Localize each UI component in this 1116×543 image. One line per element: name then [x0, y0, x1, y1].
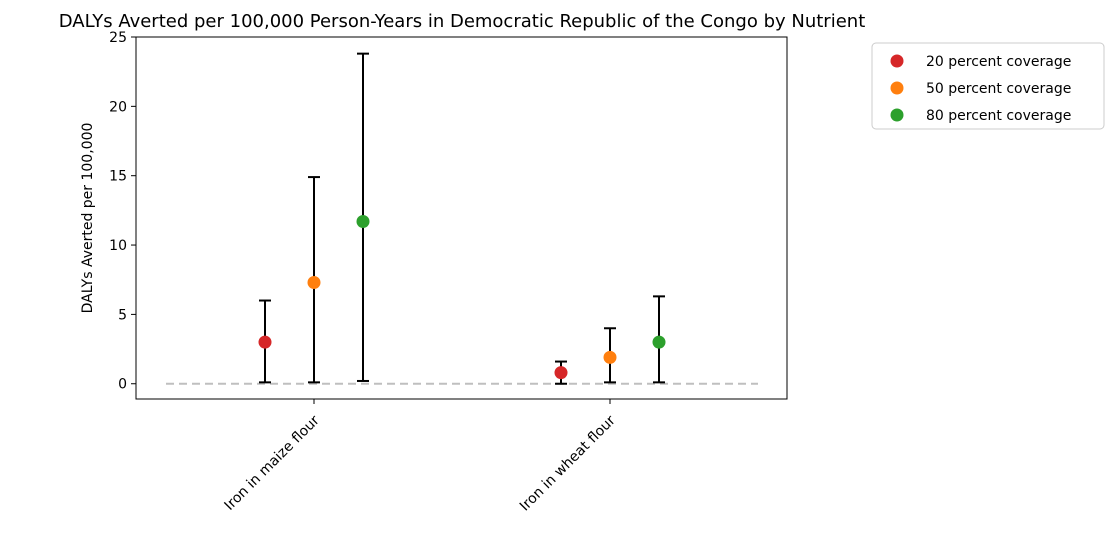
legend-label: 20 percent coverage	[926, 54, 1071, 70]
y-tick-label: 5	[118, 307, 127, 323]
data-point	[258, 335, 272, 349]
data-point	[652, 335, 666, 349]
plot-frame	[135, 36, 788, 400]
chart-title: DALYs Averted per 100,000 Person-Years i…	[59, 11, 866, 32]
data-point	[307, 275, 321, 289]
y-tick-label: 25	[109, 30, 127, 46]
legend-label: 80 percent coverage	[926, 108, 1071, 124]
y-tick-label: 10	[109, 238, 127, 254]
x-tick-label: Iron in wheat flour	[517, 412, 619, 514]
y-tick-label: 15	[109, 169, 127, 185]
y-axis-label: DALYs Averted per 100,000	[80, 123, 96, 314]
legend-marker	[890, 54, 904, 68]
x-tick-label: Iron in maize flour	[222, 412, 323, 513]
legend-box	[871, 42, 1105, 130]
data-point	[356, 214, 370, 228]
data-point	[554, 366, 568, 380]
y-tick-label: 0	[118, 377, 127, 393]
legend-marker	[890, 108, 904, 122]
legend-marker	[890, 81, 904, 95]
y-tick-label: 20	[109, 99, 127, 115]
data-point	[603, 350, 617, 364]
legend: 20 percent coverage 50 percent coverage 80…	[871, 42, 1105, 130]
legend-label: 50 percent coverage	[926, 81, 1071, 97]
plot-area: 0 5 10 15 20 25 Iron in maize flour Iron in whe…	[109, 30, 758, 514]
